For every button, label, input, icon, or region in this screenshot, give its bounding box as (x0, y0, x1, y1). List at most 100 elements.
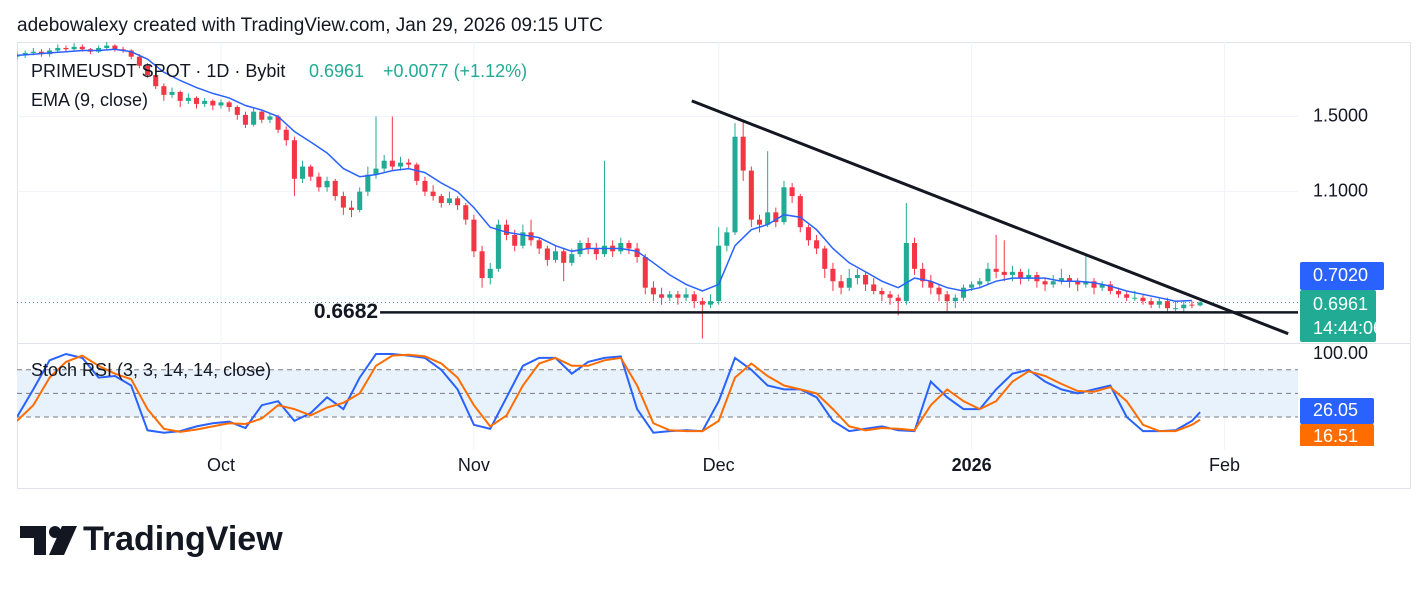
candle-body (985, 268, 991, 282)
candle-body (789, 187, 795, 197)
candle-body (406, 162, 412, 165)
candle-body (797, 196, 803, 228)
candle-body (544, 248, 550, 260)
candle-body (863, 274, 869, 285)
candle-body (634, 248, 640, 257)
y-tick-label: 1.1000 (1313, 180, 1368, 200)
candle-body (128, 50, 134, 57)
axes: Oct Nov Dec 2026 Feb 1.5000 1.1000 100.00 26.05 1… (207, 105, 1410, 488)
candle-body (234, 106, 240, 115)
candle-body (267, 116, 273, 120)
candle-body (740, 136, 746, 171)
candle-body (887, 294, 893, 298)
x-tick-label: 2026 (952, 455, 992, 475)
candle-body (455, 198, 461, 206)
axis-cover (1298, 446, 1410, 488)
candle-body (1091, 281, 1097, 288)
candle-body (169, 91, 175, 95)
support-label: 0.6682 (314, 300, 378, 323)
candle-body (430, 191, 436, 197)
candle-body (308, 166, 314, 177)
candle-body (1132, 297, 1138, 299)
price-badge-label: 0.7020 (1313, 265, 1368, 285)
candle-body (577, 242, 583, 255)
candle-body (944, 294, 950, 302)
candle-body (569, 254, 575, 263)
candle-body (153, 75, 159, 87)
candle-body (716, 245, 722, 302)
x-tick-label: Nov (458, 455, 490, 475)
candle-body (291, 140, 297, 179)
candle-body (251, 111, 257, 125)
candle-body (1181, 304, 1187, 309)
last-price: 0.6961 (309, 61, 364, 81)
oscillator-line (17, 352, 1201, 434)
price-badge-label: 0.6961 (1313, 294, 1368, 314)
candle-body (79, 46, 85, 50)
candle-body (104, 45, 110, 49)
candle-body (324, 180, 330, 188)
candle-body (259, 111, 265, 120)
candle-body (1107, 284, 1113, 291)
candle-body (438, 196, 444, 203)
candle-body (724, 232, 730, 246)
candle-body (112, 45, 118, 50)
candle-body (618, 242, 624, 252)
candle-body (748, 170, 754, 220)
candle-body (1173, 308, 1179, 310)
value-badge (1300, 398, 1374, 424)
candle-body (226, 102, 232, 107)
candle-body (659, 294, 665, 298)
candle-body (969, 284, 975, 288)
ema-line (17, 48, 1192, 302)
ema-legend: EMA (9, close) (31, 90, 148, 110)
candle-body (1083, 281, 1089, 285)
symbol: PRIMEUSDT SPOT · 1D · Bybit (31, 61, 285, 81)
candle-body (512, 234, 518, 246)
candle-body (814, 240, 820, 249)
candle-body (593, 248, 599, 255)
candle-body (1042, 281, 1048, 285)
candle-body (903, 242, 909, 302)
logo-mark (49, 526, 77, 555)
candle-body (699, 301, 705, 305)
candle-body (830, 268, 836, 282)
candle-body (667, 294, 673, 298)
candle-body (1067, 278, 1073, 282)
candle-body (71, 46, 77, 50)
candle-body (879, 290, 885, 295)
candle-body (781, 187, 787, 223)
candle-body (1075, 281, 1081, 285)
candle-body (145, 65, 151, 76)
candle-body (357, 191, 363, 210)
candle-body (373, 168, 379, 175)
candle-body (1026, 274, 1032, 279)
candle-body (650, 287, 656, 295)
candle-body (1140, 297, 1146, 302)
candle-body (1115, 290, 1122, 295)
candle-body (675, 294, 681, 298)
candle-body (1197, 302, 1203, 306)
candle-body (936, 287, 942, 295)
candle-body (397, 162, 404, 167)
candle-body (691, 294, 697, 302)
candle-body (30, 51, 36, 53)
oscillator-pane (17, 352, 1298, 434)
candle-body (283, 129, 289, 141)
candle-body (300, 166, 306, 179)
candle-body (920, 268, 926, 282)
candle-body (242, 114, 248, 125)
candle-body (1156, 301, 1162, 305)
price-badge (1300, 290, 1376, 342)
candle-body (381, 160, 387, 169)
candle-body (1148, 301, 1154, 305)
candle-body (316, 176, 322, 188)
candle-body (161, 86, 167, 95)
candle-body (871, 284, 877, 291)
candle-body (389, 160, 395, 167)
candle-body (1018, 271, 1024, 279)
candle-body (1009, 271, 1015, 275)
candle-body (928, 281, 934, 288)
candle-body (55, 48, 61, 51)
